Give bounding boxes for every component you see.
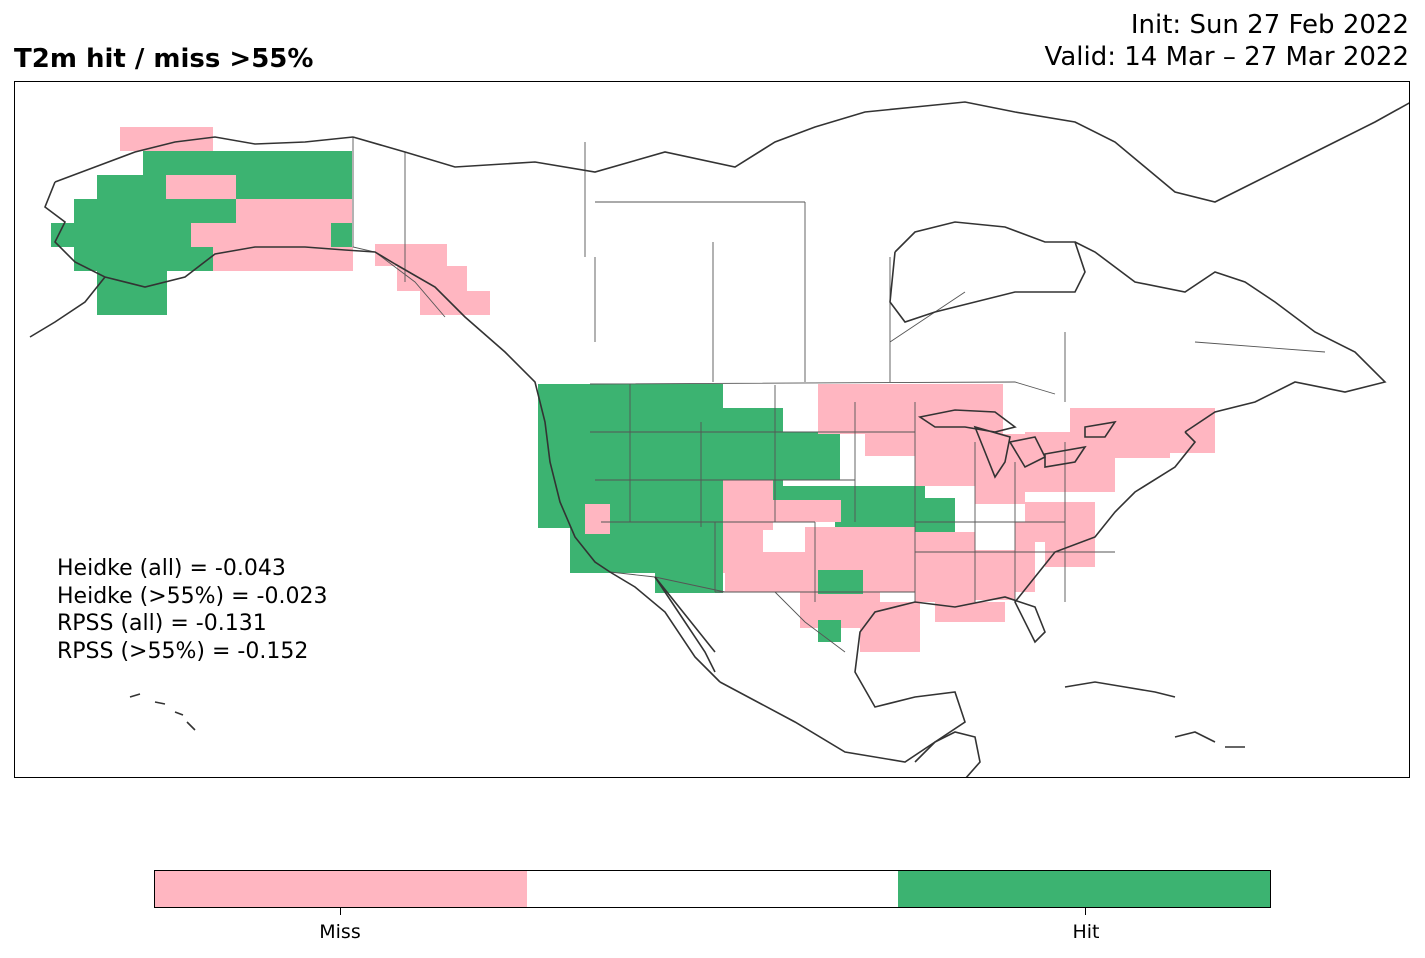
miss-cell <box>915 456 975 486</box>
hit-cell <box>97 175 166 199</box>
hit-cell <box>97 295 167 315</box>
colorbar-label-miss: Miss <box>319 921 361 943</box>
great-lakes <box>917 409 1117 479</box>
hit-cell <box>723 408 783 486</box>
alaska-coast <box>29 136 396 338</box>
hit-cell <box>74 247 213 271</box>
mexico-border <box>609 571 846 653</box>
coastlines <box>29 101 1409 777</box>
miss-cell <box>860 622 920 652</box>
hit-cell <box>236 175 352 199</box>
hawaii-islands <box>129 693 196 731</box>
hit-cell <box>818 620 841 642</box>
colorbar-tick-hit <box>1085 908 1086 915</box>
miss-cell <box>725 552 815 592</box>
hit-cell <box>74 199 213 223</box>
hit-cell <box>331 223 352 247</box>
miss-cell <box>166 175 236 199</box>
pacific-coast <box>394 263 721 683</box>
hit-cell <box>570 528 723 573</box>
miss-cell <box>915 532 975 602</box>
hit-cell <box>818 570 863 594</box>
caribbean-islands <box>1064 681 1245 748</box>
miss-cell <box>1015 522 1035 592</box>
map-canvas <box>29 101 1409 777</box>
colorbar-neutral-segment <box>526 871 899 907</box>
miss-cell <box>875 602 915 622</box>
colorbar-tick-miss <box>340 908 341 915</box>
colorbar-hit-segment <box>898 871 1271 907</box>
valid-period: Valid: 14 Mar – 27 Mar 2022 <box>1044 42 1409 72</box>
arctic-coast <box>352 101 1409 203</box>
miss-cell <box>397 266 467 291</box>
hit-cell <box>538 384 723 488</box>
miss-cell <box>818 384 1003 434</box>
hit-cell <box>783 432 840 480</box>
score-line: Heidke (>55%) = -0.023 <box>57 583 328 609</box>
hit-cell <box>213 199 236 223</box>
atlantic-canada-coast <box>1074 241 1387 433</box>
miss-cell <box>191 223 331 247</box>
init-date: Init: Sun 27 Feb 2022 <box>1130 10 1409 40</box>
miss-cell <box>375 244 447 266</box>
us-state-borders <box>590 384 1115 602</box>
hit-cell <box>143 151 236 175</box>
verification-scores: Heidke (all) = -0.043 Heidke (>55%) = -0… <box>57 555 327 665</box>
hit-cell <box>51 223 191 247</box>
colorbar-miss-segment <box>155 871 527 907</box>
miss-cell <box>213 223 236 247</box>
miss-cell <box>585 504 610 534</box>
yucatan <box>914 731 981 777</box>
miss-cell <box>236 199 352 223</box>
colorbar <box>154 870 1271 908</box>
baja-california <box>654 576 716 673</box>
hit-cell <box>236 151 352 175</box>
score-line: Heidke (all) = -0.043 <box>57 556 286 581</box>
miss-cell <box>771 500 841 522</box>
canada-province-borders <box>404 142 1326 402</box>
miss-cell <box>975 550 1015 600</box>
map-title: T2m hit / miss >55% <box>14 44 314 74</box>
score-line: RPSS (>55%) = -0.152 <box>57 638 309 664</box>
miss-cell <box>723 480 773 530</box>
miss-cell <box>935 602 1005 622</box>
miss-cell <box>420 291 490 315</box>
political-borders <box>352 137 1326 653</box>
colorbar-label-hit: Hit <box>1072 921 1100 943</box>
miss-cell <box>1165 408 1215 453</box>
map-panel <box>14 81 1410 778</box>
canada-us-border <box>589 381 1056 395</box>
hudson-bay-coast <box>889 221 1086 323</box>
score-line: RPSS (all) = -0.131 <box>57 611 267 636</box>
